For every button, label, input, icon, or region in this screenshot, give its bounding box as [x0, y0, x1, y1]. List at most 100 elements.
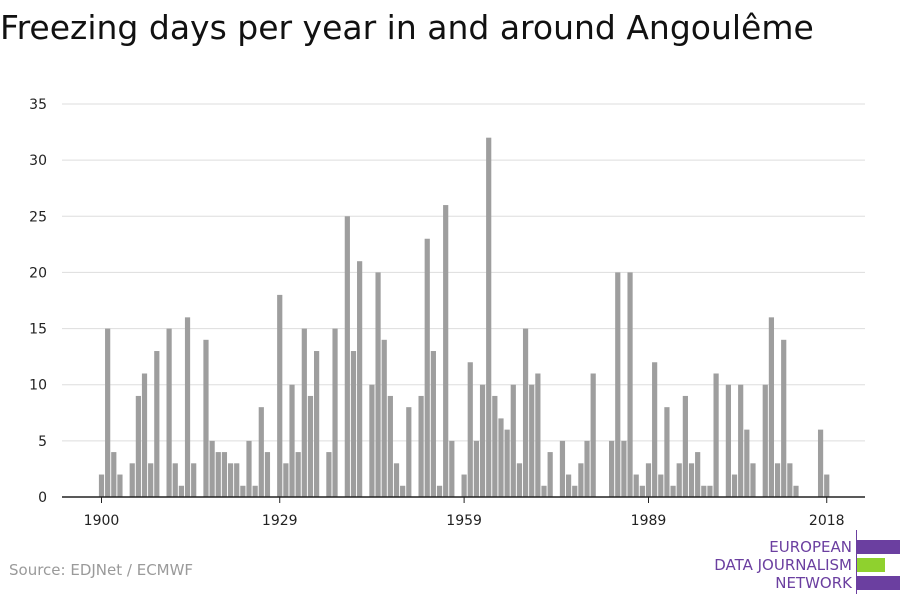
bar-1940[interactable] [344, 216, 350, 498]
bar-1926[interactable] [258, 407, 264, 497]
bar-2004[interactable] [738, 384, 744, 497]
bar-1954[interactable] [430, 351, 436, 497]
bar-1955[interactable] [436, 485, 443, 497]
bar-1988[interactable] [639, 485, 645, 497]
bar-1978[interactable] [578, 463, 584, 497]
bar-1989[interactable] [645, 463, 652, 497]
bar-1985[interactable] [621, 440, 627, 497]
bar-1912[interactable] [172, 463, 178, 497]
bar-1901[interactable] [105, 328, 111, 497]
bar-1930[interactable] [283, 463, 289, 497]
bar-1970[interactable] [529, 384, 535, 497]
bar-1949[interactable] [400, 485, 406, 497]
bar-2012[interactable] [787, 463, 793, 497]
bar-1907[interactable] [141, 373, 148, 497]
bar-1984[interactable] [615, 272, 621, 497]
bar-1946[interactable] [381, 339, 387, 497]
bar-1906[interactable] [135, 395, 141, 497]
bar-1992[interactable] [664, 407, 670, 497]
bar-1980[interactable] [590, 373, 596, 497]
bar-1945[interactable] [375, 272, 381, 497]
bar-2003[interactable] [731, 474, 738, 497]
bar-1961[interactable] [473, 440, 480, 497]
bar-1919[interactable] [215, 452, 221, 497]
bar-1947[interactable] [387, 395, 393, 497]
bar-1921[interactable] [227, 463, 234, 497]
bar-1998[interactable] [701, 485, 707, 497]
bar-2002[interactable] [725, 384, 731, 497]
bar-1986[interactable] [627, 272, 633, 497]
bar-1956[interactable] [443, 205, 449, 497]
bar-2005[interactable] [744, 429, 750, 497]
bar-1994[interactable] [676, 463, 682, 497]
bar-1950[interactable] [406, 407, 412, 497]
bar-1953[interactable] [424, 238, 430, 498]
bar-1932[interactable] [295, 452, 301, 497]
bar-2010[interactable] [774, 463, 781, 497]
bar-1977[interactable] [572, 485, 578, 497]
bar-1902[interactable] [111, 452, 117, 497]
bar-1905[interactable] [129, 463, 135, 497]
bar-1915[interactable] [191, 463, 197, 497]
bar-1913[interactable] [178, 485, 184, 497]
bar-1914[interactable] [184, 317, 191, 497]
bar-1995[interactable] [682, 395, 688, 497]
bar-1923[interactable] [240, 485, 246, 497]
bar-1990[interactable] [652, 362, 658, 497]
bar-1964[interactable] [492, 395, 498, 497]
bar-1963[interactable] [486, 137, 492, 497]
bar-1922[interactable] [234, 463, 240, 497]
bar-2018[interactable] [824, 474, 830, 497]
bar-1962[interactable] [479, 384, 486, 497]
bar-1965[interactable] [498, 418, 504, 497]
bar-1993[interactable] [670, 485, 676, 497]
bar-2009[interactable] [768, 317, 775, 497]
bar-1968[interactable] [516, 463, 523, 497]
bar-2008[interactable] [762, 384, 768, 497]
bar-1960[interactable] [467, 362, 473, 497]
bar-1941[interactable] [350, 351, 357, 497]
bar-1948[interactable] [393, 463, 400, 497]
bar-1918[interactable] [209, 440, 215, 497]
bar-1903[interactable] [117, 474, 123, 497]
bar-1938[interactable] [332, 328, 338, 497]
bar-1959[interactable] [461, 474, 467, 497]
bar-1909[interactable] [154, 351, 160, 497]
bar-1942[interactable] [357, 261, 363, 497]
bar-1967[interactable] [510, 384, 516, 497]
bar-1996[interactable] [688, 463, 695, 497]
bar-1931[interactable] [289, 384, 295, 497]
bar-1934[interactable] [307, 395, 314, 497]
bar-1997[interactable] [695, 452, 701, 497]
bar-1924[interactable] [246, 440, 252, 497]
bar-1952[interactable] [418, 395, 424, 497]
bar-1933[interactable] [301, 328, 307, 497]
bar-1937[interactable] [326, 452, 332, 497]
bar-1987[interactable] [633, 474, 639, 497]
bar-1972[interactable] [541, 485, 547, 497]
bar-2017[interactable] [817, 429, 824, 497]
bar-2011[interactable] [781, 339, 787, 497]
bar-2006[interactable] [750, 463, 756, 497]
bar-1929[interactable] [277, 294, 283, 497]
bar-1900[interactable] [98, 474, 105, 497]
bar-1957[interactable] [449, 440, 455, 497]
bar-2013[interactable] [793, 485, 799, 497]
bar-1971[interactable] [535, 373, 541, 497]
bar-1920[interactable] [221, 452, 228, 497]
bar-1935[interactable] [314, 351, 320, 497]
bar-1979[interactable] [584, 440, 590, 497]
bar-1911[interactable] [166, 328, 172, 497]
bar-1908[interactable] [148, 463, 154, 497]
bar-1969[interactable] [522, 328, 529, 497]
edjnet-logo[interactable]: EUROPEAN DATA JOURNALISM NETWORK [712, 530, 900, 594]
bar-1944[interactable] [369, 384, 375, 497]
bar-1975[interactable] [559, 440, 566, 497]
bar-2000[interactable] [713, 373, 719, 497]
bar-1973[interactable] [547, 452, 553, 497]
bar-1966[interactable] [504, 429, 510, 497]
bar-1976[interactable] [566, 474, 572, 497]
bar-1927[interactable] [264, 452, 271, 497]
bar-1991[interactable] [658, 474, 664, 497]
bar-1925[interactable] [252, 485, 258, 497]
